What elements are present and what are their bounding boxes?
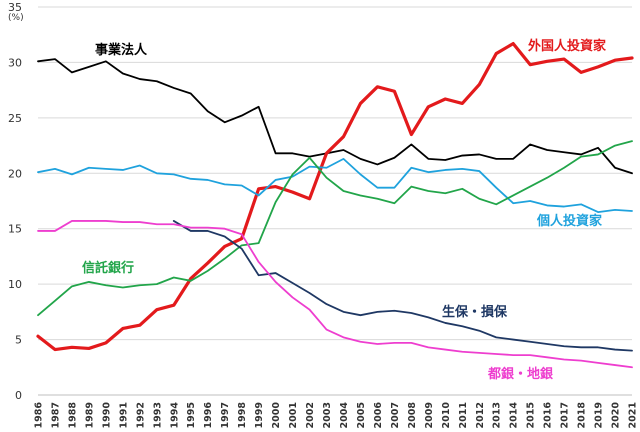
- x-tick-label-2001: 2001: [288, 402, 299, 428]
- series-insurance: [172, 220, 633, 352]
- y-tick-label-15: 15: [8, 223, 22, 236]
- y-tick-label-5: 5: [15, 334, 22, 347]
- x-tick-label-2010: 2010: [441, 402, 452, 429]
- y-tick-label-25: 25: [8, 112, 22, 125]
- x-tick-label-2000: 2000: [271, 402, 282, 429]
- x-tick-label-1995: 1995: [186, 402, 197, 428]
- series-label-insurance: 生保・損保: [442, 304, 508, 320]
- series-label-banks: 都銀・地銀: [487, 366, 553, 382]
- x-tick-label-1996: 1996: [203, 402, 214, 429]
- series-lines: [36, 41, 634, 369]
- series-line-trust-banks: [37, 140, 633, 317]
- y-tick-label-35: 35: [8, 1, 22, 14]
- x-tick-label-2004: 2004: [339, 402, 350, 429]
- series-label-trust-banks: 信託銀行: [82, 260, 134, 276]
- series-line-corporations: [37, 58, 633, 175]
- series-corporations: [37, 58, 633, 175]
- x-tick-label-1992: 1992: [135, 402, 146, 428]
- series-line-banks: [37, 220, 633, 369]
- x-tick-label-1999: 1999: [254, 402, 265, 428]
- series-banks: [37, 220, 633, 369]
- x-tick-label-2012: 2012: [475, 402, 486, 428]
- x-tick-label-2011: 2011: [458, 402, 469, 428]
- x-tick-label-2020: 2020: [611, 402, 622, 429]
- x-tick-label-2006: 2006: [373, 402, 384, 429]
- series-foreign-investors: [36, 41, 634, 352]
- x-tick-label-2016: 2016: [543, 402, 554, 429]
- y-axis-unit-label: (%): [8, 13, 24, 23]
- x-tick-label-2005: 2005: [356, 402, 367, 428]
- x-tick-label-2003: 2003: [322, 402, 333, 428]
- x-tick-label-2014: 2014: [509, 402, 520, 429]
- x-tick-label-1989: 1989: [84, 402, 95, 428]
- x-tick-label-2019: 2019: [594, 402, 605, 428]
- x-tick-label-2018: 2018: [577, 402, 588, 429]
- y-axis-ticks: 0 5 10 15 20 25 30 35: [8, 1, 22, 402]
- x-tick-label-2015: 2015: [526, 402, 537, 428]
- y-tick-label-30: 30: [8, 56, 22, 69]
- y-tick-label-20: 20: [8, 167, 22, 180]
- x-tick-label-1998: 1998: [237, 402, 248, 429]
- series-line-foreign-investors: [36, 41, 634, 352]
- x-tick-label-2009: 2009: [424, 402, 435, 428]
- x-tick-label-2021: 2021: [628, 402, 639, 428]
- gridlines: [38, 6, 632, 396]
- series-individual-investors: [37, 157, 633, 213]
- x-tick-label-1987: 1987: [50, 402, 61, 428]
- series-label-corporations: 事業法人: [95, 42, 148, 58]
- x-tick-label-1994: 1994: [169, 402, 180, 429]
- series-label-foreign-investors: 外国人投資家: [527, 38, 607, 54]
- series-label-individual-investors: 個人投資家: [536, 213, 603, 229]
- x-tick-label-1988: 1988: [67, 402, 78, 429]
- x-axis-ticks: 1986 1987 1988 1989 1990 1991 1992 1993 1994 1995…: [34, 402, 639, 429]
- x-tick-label-2002: 2002: [305, 402, 316, 428]
- y-tick-label-10: 10: [8, 278, 22, 291]
- x-tick-label-1986: 1986: [34, 402, 45, 429]
- x-tick-label-1993: 1993: [152, 402, 163, 428]
- x-tick-label-1991: 1991: [118, 402, 129, 428]
- y-tick-label-0: 0: [15, 389, 22, 402]
- series-trust-banks: [37, 140, 633, 317]
- x-tick-label-1990: 1990: [101, 402, 112, 429]
- series-line-insurance: [172, 220, 633, 352]
- x-tick-label-1997: 1997: [220, 402, 231, 428]
- x-tick-label-2017: 2017: [560, 402, 571, 428]
- series-line-individual-investors: [37, 157, 633, 213]
- x-tick-label-2008: 2008: [407, 402, 418, 429]
- x-tick-label-2013: 2013: [492, 402, 503, 428]
- x-tick-label-2007: 2007: [390, 402, 401, 428]
